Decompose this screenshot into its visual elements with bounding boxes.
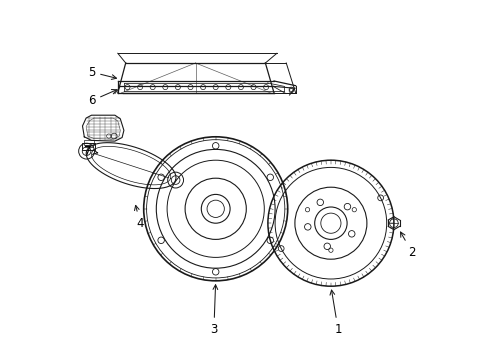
- Text: 2: 2: [400, 232, 415, 258]
- Bar: [83, 140, 94, 143]
- Bar: [84, 143, 94, 145]
- Bar: [85, 145, 93, 147]
- Text: 1: 1: [329, 290, 341, 336]
- Text: 6: 6: [87, 90, 117, 107]
- Text: 3: 3: [210, 285, 217, 336]
- Text: 7: 7: [84, 145, 98, 158]
- Bar: [82, 143, 95, 150]
- Text: 4: 4: [134, 206, 143, 230]
- Text: 5: 5: [88, 66, 116, 80]
